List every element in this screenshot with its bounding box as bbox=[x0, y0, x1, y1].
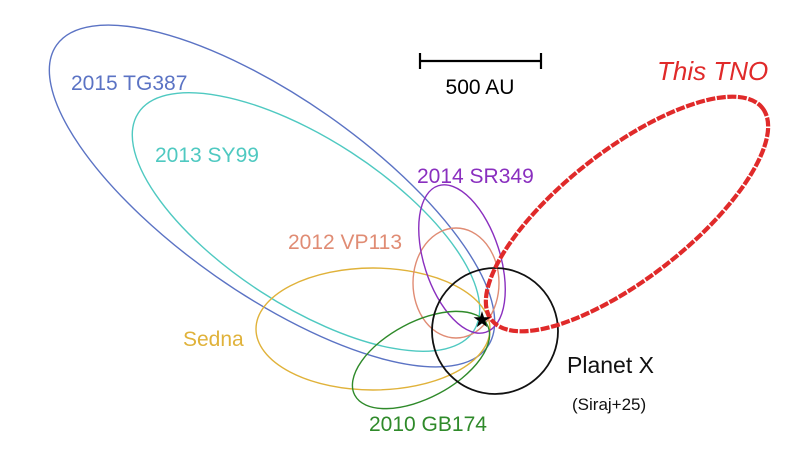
orbit-2010-gb174 bbox=[351, 310, 491, 410]
label-sedna: Sedna bbox=[183, 328, 244, 351]
scale-bar: 500 AU bbox=[418, 53, 543, 99]
label-2012-vp113: 2012 VP113 bbox=[288, 231, 402, 254]
orbit-this-tno bbox=[483, 94, 771, 334]
orbit-2014-sr349 bbox=[418, 184, 506, 334]
orbit-2015-tg387 bbox=[48, 24, 496, 368]
label-planet-x-citation: (Siraj+25) bbox=[572, 395, 646, 414]
label-2013-sy99: 2013 SY99 bbox=[155, 144, 259, 167]
label-this-tno: This TNO bbox=[657, 56, 768, 86]
scale-bar-label: 500 AU bbox=[446, 76, 515, 99]
label-planet-x: Planet X bbox=[567, 352, 654, 378]
label-2015-tg387: 2015 TG387 bbox=[71, 72, 187, 95]
orbit-planet-x bbox=[431, 267, 559, 395]
central-star-icon: ★ bbox=[472, 307, 492, 332]
orbit-2012-vp113 bbox=[412, 227, 500, 339]
orbit-sedna bbox=[255, 267, 491, 391]
label-2014-sr349: 2014 SR349 bbox=[417, 165, 534, 188]
orbit-2013-sy99 bbox=[131, 92, 481, 352]
label-2010-gb174: 2010 GB174 bbox=[369, 413, 487, 436]
